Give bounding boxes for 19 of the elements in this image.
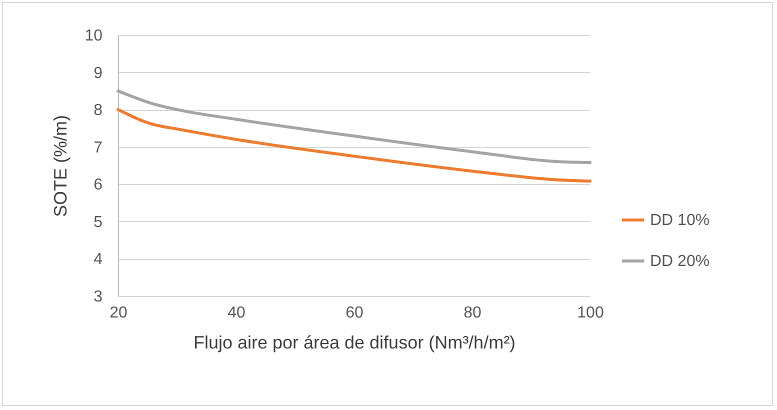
y-tick-label: 3	[94, 288, 103, 306]
y-tick-label: 7	[94, 139, 103, 156]
x-axis-title: Flujo aire por área de difusor (Nm³/h/m²)	[193, 332, 516, 352]
y-tick-label: 10	[84, 28, 103, 44]
legend-label: DD 20%	[650, 253, 710, 270]
x-tick-label: 60	[346, 304, 364, 322]
legend-label: DD 10%	[650, 212, 710, 229]
x-tick-label: 100	[577, 304, 604, 322]
y-tick-label: 5	[94, 214, 103, 231]
y-tick-label: 9	[94, 64, 103, 82]
y-tick-label: 6	[94, 176, 103, 194]
y-tick-label: 4	[94, 251, 103, 268]
x-tick-label: 40	[228, 304, 246, 322]
line-series	[116, 108, 592, 183]
y-tick-label: 8	[94, 102, 103, 120]
line-series	[116, 89, 592, 164]
x-tick-label: 80	[464, 304, 482, 322]
y-axis-title: SOTE (%/m)	[50, 115, 71, 217]
x-tick-label: 20	[110, 304, 128, 322]
